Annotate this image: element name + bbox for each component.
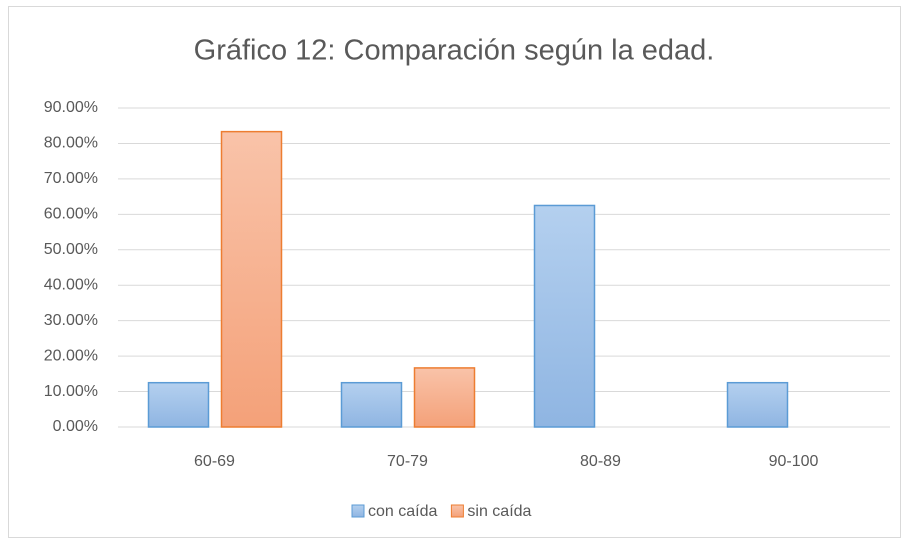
legend-swatch bbox=[450, 504, 464, 518]
y-tick-label: 70.00% bbox=[44, 170, 98, 187]
bar bbox=[726, 381, 789, 428]
chart-title: Gráfico 12: Comparación según la edad. bbox=[194, 35, 715, 67]
x-tick-label: 60-69 bbox=[194, 453, 235, 470]
y-tick-label: 60.00% bbox=[44, 206, 98, 223]
bar bbox=[340, 381, 403, 428]
x-tick-label: 90-100 bbox=[769, 453, 819, 470]
y-tick-label: 30.00% bbox=[44, 312, 98, 329]
legend-swatch bbox=[351, 504, 365, 518]
legend-label: sin caída bbox=[467, 503, 531, 520]
y-tick-label: 90.00% bbox=[44, 99, 98, 116]
y-tick-label: 40.00% bbox=[44, 276, 98, 293]
bar bbox=[533, 204, 596, 428]
x-tick-label: 70-79 bbox=[387, 453, 428, 470]
legend-label: con caída bbox=[368, 503, 437, 520]
chart-border bbox=[8, 6, 901, 538]
bar bbox=[413, 367, 476, 428]
y-tick-label: 80.00% bbox=[44, 135, 98, 152]
y-tick-label: 50.00% bbox=[44, 241, 98, 258]
bar bbox=[147, 381, 210, 428]
y-tick-label: 20.00% bbox=[44, 347, 98, 364]
bar bbox=[220, 130, 283, 428]
y-tick-label: 10.00% bbox=[44, 383, 98, 400]
x-tick-label: 80-89 bbox=[580, 453, 621, 470]
y-tick-label: 0.00% bbox=[53, 418, 98, 435]
